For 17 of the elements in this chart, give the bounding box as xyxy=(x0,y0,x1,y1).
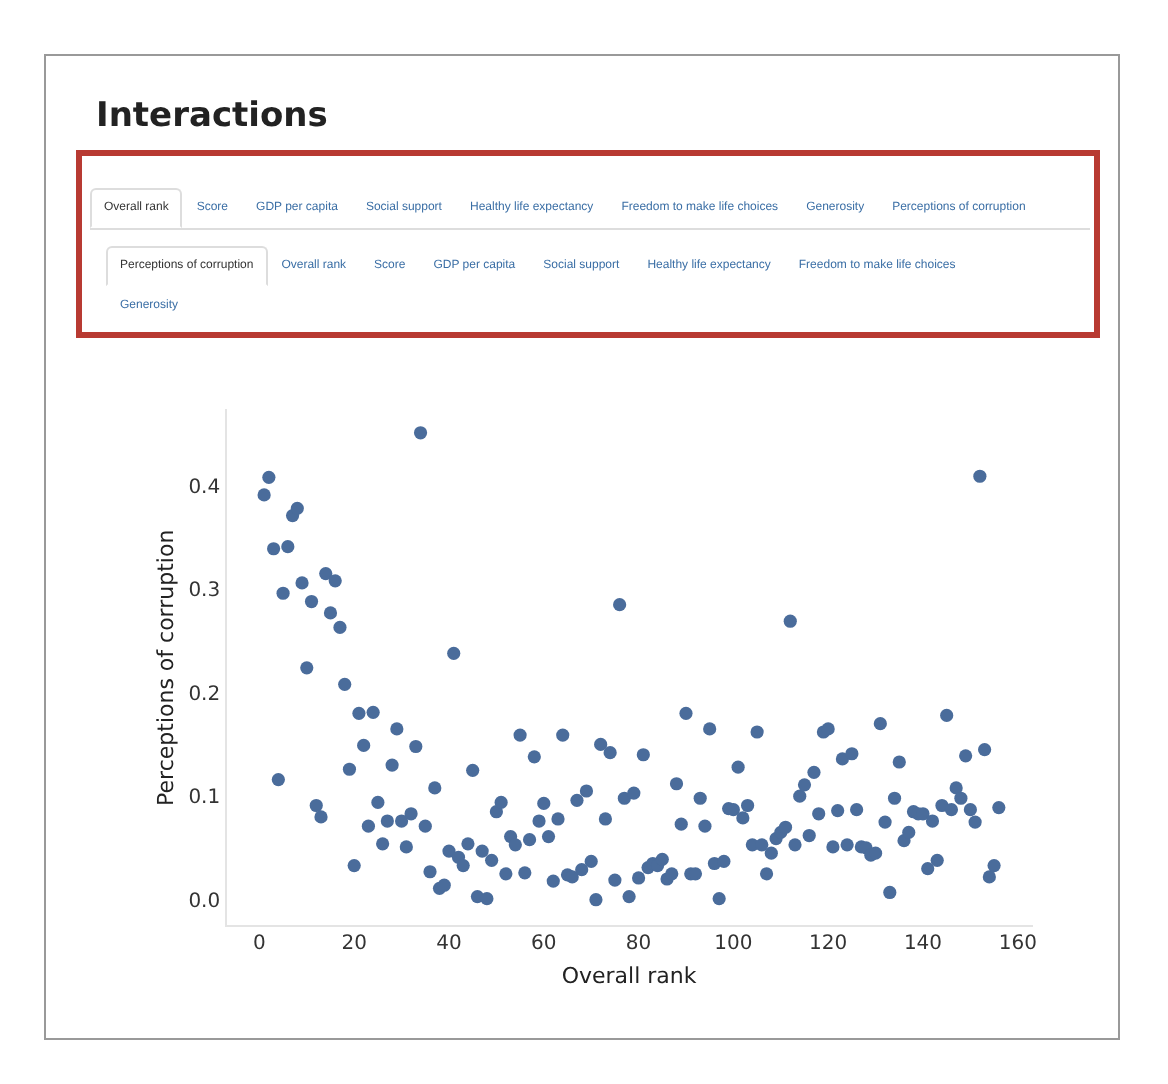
x-tick-label: 80 xyxy=(625,932,652,955)
x-tick-label: 60 xyxy=(531,932,557,955)
y-tick-label: 0.0 xyxy=(188,890,221,913)
x-tick-label: 100 xyxy=(714,932,753,955)
x-tick-label: 160 xyxy=(998,932,1037,955)
y-tick-label: 0.1 xyxy=(188,787,221,810)
x-tick-label: 120 xyxy=(809,932,848,955)
chart-title: Interactions xyxy=(96,96,328,136)
x-tick-label: 140 xyxy=(903,932,943,955)
y-tick-label: 0.2 xyxy=(188,683,221,706)
x-tick-label: 0 xyxy=(253,932,266,955)
y-axis-title: Perceptions of corruption xyxy=(152,529,179,806)
x-axis-title: Overall rank xyxy=(561,962,698,989)
y-tick-label: 0.4 xyxy=(188,476,221,499)
x-tick-label: 20 xyxy=(341,932,367,955)
x-tick-label: 40 xyxy=(436,932,462,955)
y-tick-label: 0.3 xyxy=(188,580,221,603)
